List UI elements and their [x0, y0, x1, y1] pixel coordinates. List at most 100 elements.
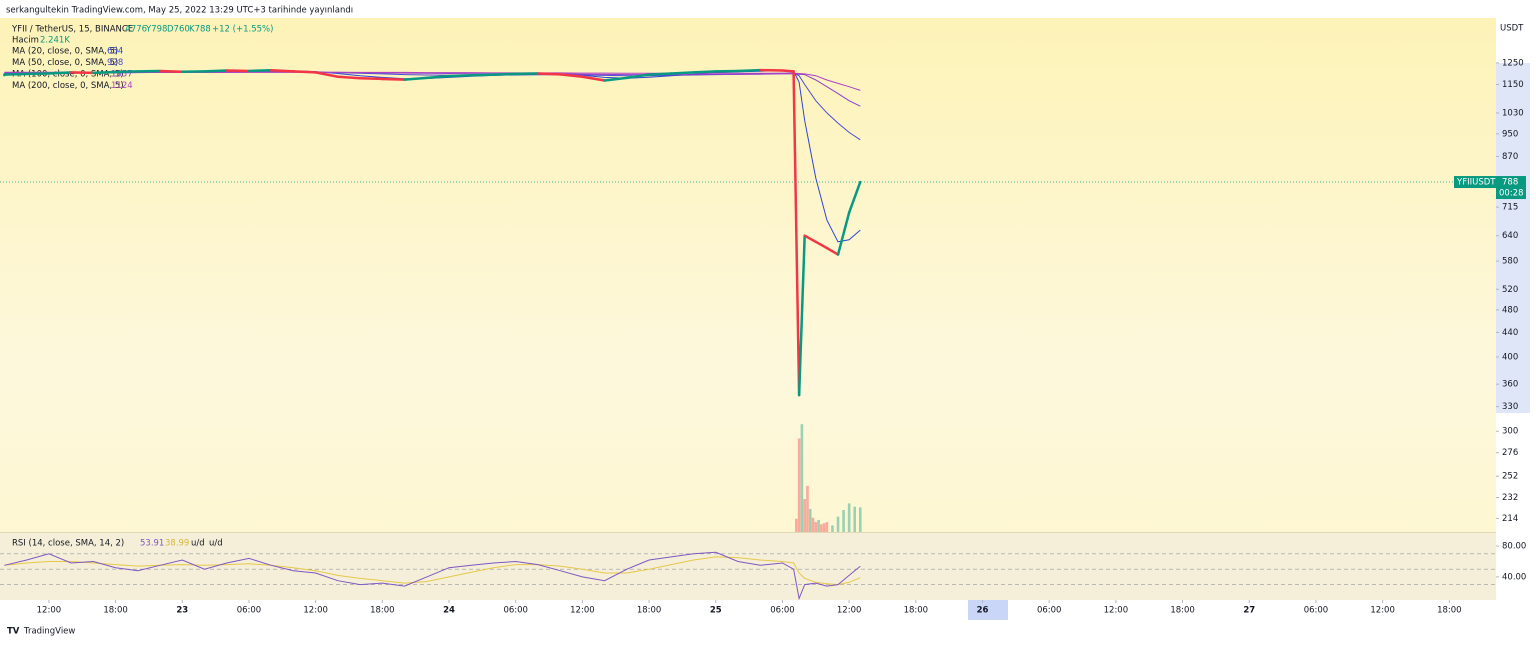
- volume-bar: [814, 522, 817, 532]
- volume-bar: [801, 424, 804, 532]
- price-segment: [271, 70, 293, 71]
- ohlc: D760: [167, 25, 190, 35]
- rsi-bg: [0, 533, 1496, 600]
- ohlc: Y798: [145, 25, 167, 35]
- volume-bar: [809, 509, 812, 532]
- rsi-value: 53.91: [140, 539, 164, 549]
- rsi-tick-label: 40.00: [1502, 572, 1526, 582]
- logo: TV: [7, 627, 20, 637]
- price-segment: [449, 75, 471, 76]
- y-tick-label: 480: [1502, 305, 1518, 315]
- volume-bar: [817, 520, 820, 532]
- price-segment: [4, 74, 26, 75]
- volume-bar: [859, 507, 862, 532]
- y-tick-label: 1030: [1502, 108, 1524, 118]
- rsi-unit: u/d: [209, 539, 223, 549]
- x-tick-label: 12:00: [303, 606, 328, 616]
- x-tick-label: 18:00: [1170, 606, 1195, 616]
- ma-legend: MA (200, close, 0, SMA, 5): [12, 81, 124, 91]
- volume-bar: [798, 439, 801, 533]
- price-segment: [338, 77, 360, 79]
- y-tick-label: 640: [1502, 231, 1518, 241]
- volume-bar: [826, 522, 829, 532]
- ohlc: A776: [125, 25, 147, 35]
- x-tick-label: 18:00: [370, 606, 395, 616]
- price-segment: [694, 71, 716, 72]
- x-tick-label: 12:00: [1370, 606, 1395, 616]
- volume-bar: [837, 517, 840, 532]
- y-tick-label: 232: [1502, 493, 1518, 503]
- x-tick-label: 26: [977, 606, 989, 616]
- brand: TradingView: [23, 627, 75, 637]
- x-tick-label: 12:00: [837, 606, 862, 616]
- ma-legend-value: 1124: [111, 81, 133, 91]
- price-segment: [649, 74, 671, 75]
- volume-name: Hacim: [12, 36, 39, 46]
- y-tick-label: 580: [1502, 257, 1518, 267]
- x-tick-label: 27: [1243, 606, 1255, 616]
- x-tick-label: 12:00: [37, 606, 62, 616]
- x-tick-label: 23: [176, 606, 188, 616]
- volume-bar: [831, 525, 834, 532]
- ohlc: K788: [189, 25, 211, 35]
- price-segment: [471, 75, 493, 76]
- volume-bar: [823, 523, 826, 532]
- price-segment: [738, 70, 760, 71]
- x-tick-label: 18:00: [1437, 606, 1462, 616]
- volume-value: 2.241K: [40, 36, 70, 46]
- chart-bg: [0, 18, 1496, 600]
- price-segment: [382, 79, 404, 80]
- price-segment: [427, 76, 449, 78]
- price-tag-countdown: 00:28: [1499, 189, 1524, 199]
- price-segment: [160, 71, 182, 72]
- x-tick-label: 06:00: [770, 606, 795, 616]
- x-tick-label: 18:00: [103, 606, 128, 616]
- y-tick-label: 214: [1502, 514, 1518, 524]
- x-tick-label: 18:00: [904, 606, 929, 616]
- rsi-tick-label: 80.00: [1502, 542, 1526, 552]
- y-tick-label: 870: [1502, 152, 1518, 162]
- x-tick-label: 06:00: [237, 606, 262, 616]
- y-tick-label: 520: [1502, 285, 1518, 295]
- y-tick-label: 440: [1502, 328, 1518, 338]
- change: +12 (+1.55%): [212, 25, 273, 35]
- volume-bar: [812, 518, 815, 532]
- price-segment: [360, 78, 382, 79]
- currency: USDT: [1500, 24, 1524, 34]
- ma-legend-value: 928: [107, 58, 123, 68]
- rsi-ma-value: 38.99: [165, 539, 189, 549]
- y-tick-label: 276: [1502, 448, 1518, 458]
- rsi-name: RSI (14, close, SMA, 14, 2): [12, 539, 124, 549]
- y-tick-label: 360: [1502, 380, 1518, 390]
- y-tick-label: 252: [1502, 472, 1518, 482]
- x-tick-label: 12:00: [1104, 606, 1129, 616]
- volume-bar: [842, 510, 845, 532]
- price-segment: [782, 71, 793, 72]
- volume-bar: [853, 507, 856, 532]
- price-segment: [538, 74, 560, 75]
- price-segment: [205, 71, 227, 72]
- volume-bar: [795, 519, 798, 532]
- volume-bar: [806, 486, 809, 532]
- header: serkangultekin TradingView.com, May 25, …: [6, 6, 353, 16]
- y-tick-label: 300: [1502, 427, 1518, 437]
- y-tick-label: 1250: [1502, 58, 1524, 68]
- price-segment: [671, 72, 693, 73]
- ma-legend: MA (50, close, 0, SMA, 5): [12, 58, 118, 68]
- x-tick-label: 18:00: [637, 606, 662, 616]
- ma-legend-value: 654: [107, 47, 123, 57]
- price-segment: [293, 71, 315, 72]
- ma-legend: MA (20, close, 0, SMA, 5): [12, 47, 118, 57]
- price-segment: [93, 72, 115, 73]
- x-tick-label: 25: [710, 606, 722, 616]
- x-tick-label: 06:00: [503, 606, 528, 616]
- y-tick-label: 1150: [1502, 80, 1524, 90]
- price-segment: [493, 74, 515, 75]
- price-segment: [249, 70, 271, 71]
- price-segment: [405, 78, 427, 80]
- y-tick-label: 330: [1502, 402, 1518, 412]
- volume-bar: [820, 524, 823, 532]
- x-tick-label: 06:00: [1304, 606, 1329, 616]
